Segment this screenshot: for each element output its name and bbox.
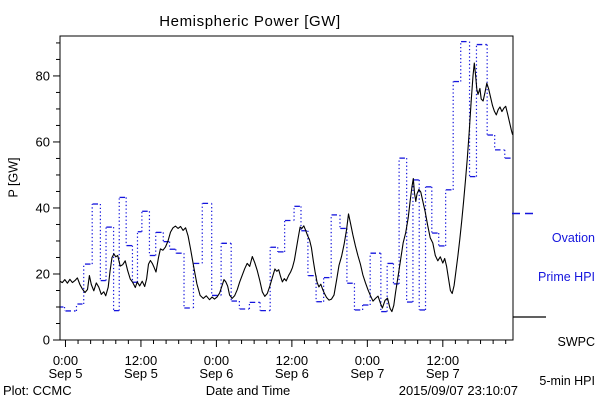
- y-tick-label: 80: [36, 68, 50, 83]
- y-tick-label: 60: [36, 134, 50, 149]
- plot-source-label: Plot: CCMC: [3, 383, 72, 398]
- legend-ovation-line2: Prime HPI: [538, 270, 595, 284]
- y-tick-label: 0: [43, 333, 50, 348]
- chart-title: Hemispheric Power [GW]: [159, 13, 341, 30]
- y-tick-label: 20: [36, 266, 50, 281]
- legend-ovation: Ovation Prime HPI: [538, 206, 595, 310]
- x-axis-label: Date and Time: [205, 383, 291, 398]
- legend-swpc: SWPC 5-min HPI: [539, 310, 595, 400]
- x-tick-time-label: 12:00: [427, 353, 460, 368]
- plot-frame: [59, 35, 514, 341]
- series-group: [60, 40, 513, 313]
- legend-swpc-line1: SWPC: [557, 335, 596, 349]
- legend-swpc-line2: 5-min HPI: [539, 374, 595, 388]
- x-tick-date-label: Sep 5: [48, 366, 82, 381]
- x-tick-date-label: Sep 5: [124, 366, 158, 381]
- x-tick-time-label: 0:00: [204, 353, 229, 368]
- timestamp-label: 2015/09/07 23:10:07: [398, 383, 518, 398]
- x-tick-time-label: 0:00: [53, 353, 78, 368]
- x-tick-time-label: 0:00: [355, 353, 380, 368]
- x-tick-date-label: Sep 6: [275, 366, 309, 381]
- swpc-line: [60, 62, 513, 313]
- x-tick-date-label: Sep 6: [199, 366, 233, 381]
- x-tick-time-label: 12:00: [125, 353, 158, 368]
- legend-ovation-line1: Ovation: [551, 231, 595, 245]
- y-tick-label: 40: [36, 200, 50, 215]
- x-tick-date-label: Sep 7: [350, 366, 384, 381]
- x-tick-time-label: 12:00: [276, 353, 309, 368]
- x-tick-date-label: Sep 7: [426, 366, 460, 381]
